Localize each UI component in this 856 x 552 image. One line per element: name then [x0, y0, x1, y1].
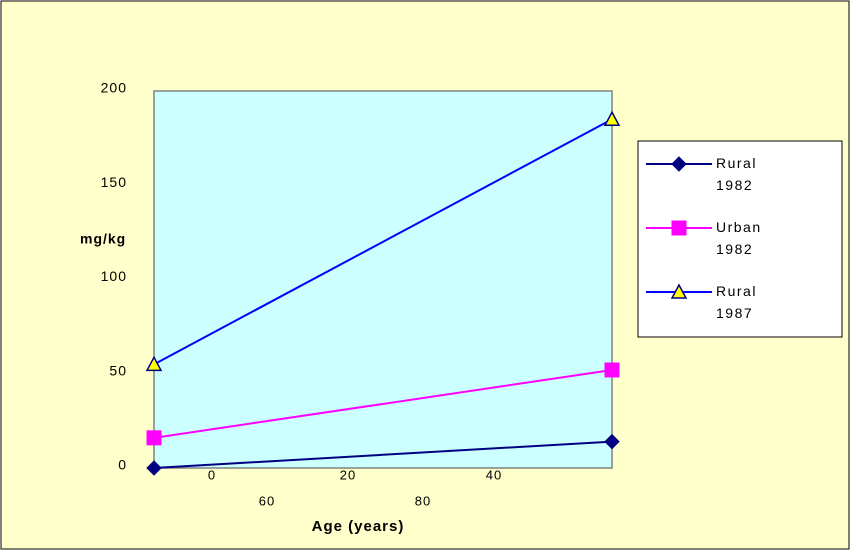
legend-label: Urban 1982 [716, 219, 762, 257]
legend-marker [671, 156, 687, 172]
y-tick-label: 50 [109, 362, 127, 378]
x-tick-label: 0 [208, 467, 216, 482]
legend-marker [670, 283, 688, 299]
x-tick-label: 20 [340, 467, 356, 482]
y-axis-title: mg/kg [80, 231, 126, 247]
x-tick-label: 80 [415, 493, 431, 508]
y-tick-label: 100 [101, 268, 127, 284]
y-tick-label: 150 [101, 174, 127, 190]
point [145, 355, 163, 372]
point [604, 433, 620, 450]
x-tick-label: 60 [259, 493, 275, 508]
y-tick-label: 200 [101, 80, 127, 96]
y-tick-label: 0 [118, 457, 127, 473]
series-line [153, 440, 613, 469]
point [604, 362, 620, 378]
legend-marker [671, 220, 687, 236]
point [146, 430, 162, 446]
legend-label: Rural 1982 [716, 155, 757, 193]
point [146, 460, 162, 476]
x-tick-label: 40 [486, 467, 502, 482]
legend-box [637, 140, 843, 338]
point [603, 110, 621, 127]
legend-label: Rural 1987 [716, 283, 757, 321]
series-line [153, 118, 613, 366]
series-line [153, 368, 613, 439]
plot-area [153, 90, 613, 469]
x-axis-title: Age (years) [312, 518, 405, 535]
